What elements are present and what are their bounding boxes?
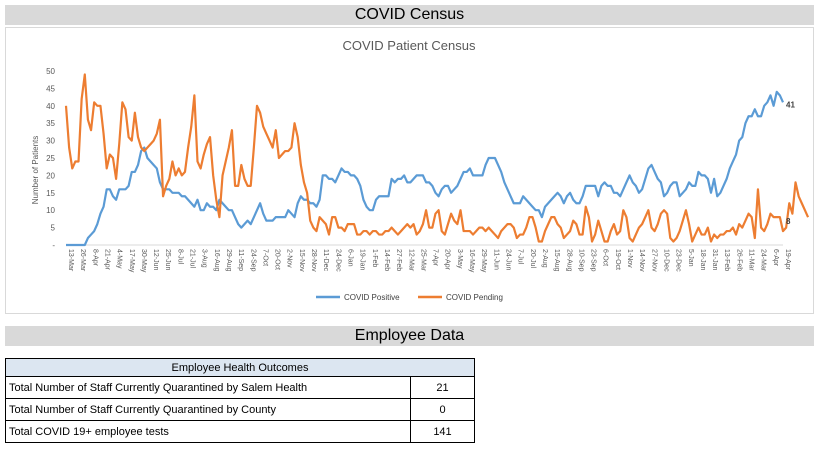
legend-label: COVID Positive xyxy=(344,293,400,302)
x-tick-label: 7-Apr xyxy=(432,249,439,267)
legend-label: COVID Pending xyxy=(446,293,503,302)
x-tick-label: 18-Jan xyxy=(699,249,706,271)
row-value: 21 xyxy=(410,376,475,399)
x-tick-label: 14-Nov xyxy=(638,249,645,272)
x-tick-label: 19-Jan xyxy=(359,249,366,271)
x-tick-label: 15-Aug xyxy=(553,249,560,272)
x-tick-label: 12-Mar xyxy=(407,249,414,272)
x-tick-label: 7-Oct xyxy=(261,249,268,266)
x-tick-label: 12-Jun xyxy=(152,249,159,271)
x-tick-label: 19-Apr xyxy=(784,249,791,271)
y-tick-label: 15 xyxy=(46,189,55,198)
x-tick-label: 13-Mar xyxy=(67,249,74,272)
x-tick-label: 20-Jul xyxy=(529,249,536,269)
x-tick-label: 6-Apr xyxy=(772,249,779,267)
census-line-chart: COVID Patient Census Number of Patients … xyxy=(31,38,810,302)
x-tick-label: 19-Oct xyxy=(614,249,621,270)
x-tick-label: 3-May xyxy=(456,249,463,269)
y-tick-label: 5 xyxy=(51,224,56,233)
x-tick-label: 27-Nov xyxy=(650,249,657,272)
x-tick-label: 27-Feb xyxy=(395,249,402,271)
x-tick-label: 8-Apr xyxy=(91,249,98,267)
x-tick-label: 15-Nov xyxy=(298,249,305,272)
x-tick-label: 11-Jun xyxy=(492,249,499,270)
x-tick-label: 16-May xyxy=(468,249,475,273)
x-tick-label: 4-May xyxy=(116,249,123,269)
y-axis-label: Number of Patients xyxy=(31,136,40,204)
x-tick-label: 11-Mar xyxy=(748,249,755,271)
series-end-label: 41 xyxy=(786,100,795,109)
row-value: 0 xyxy=(410,398,475,421)
x-tick-label: 2-Nov xyxy=(286,249,293,268)
x-tick-label: 8-Jul xyxy=(176,249,183,265)
x-tick-label: 10-Sep xyxy=(577,249,584,272)
row-label: Total COVID 19+ employee tests xyxy=(5,420,411,443)
y-tick-label: 40 xyxy=(46,102,55,111)
y-tick-label: 50 xyxy=(46,67,55,76)
y-tick-label: 10 xyxy=(46,206,55,215)
x-tick-label: 30-May xyxy=(140,249,147,273)
y-tick-label: 45 xyxy=(46,84,55,93)
x-tick-label: 29-May xyxy=(480,249,487,273)
x-tick-label: 1-Feb xyxy=(371,249,378,267)
covid-census-header: COVID Census xyxy=(5,5,814,25)
series-line-covid-positive xyxy=(66,90,785,247)
census-chart-area: COVID Patient Census Number of Patients … xyxy=(5,27,814,314)
row-label: Total Number of Staff Currently Quaranti… xyxy=(5,376,411,399)
y-tick-label: 25 xyxy=(46,154,55,163)
end-labels: 41 8 xyxy=(786,100,795,226)
x-tick-label: 13-Feb xyxy=(723,249,730,271)
x-tick-label: 21-Jul xyxy=(189,249,196,269)
x-tick-label: 28-Aug xyxy=(565,249,572,272)
x-tick-label: 2-Aug xyxy=(541,249,548,268)
series-end-label: 8 xyxy=(786,217,791,226)
x-tick-label: 24-Dec xyxy=(334,249,341,272)
x-tick-label: 25-Jun xyxy=(164,249,171,271)
x-tick-label: 29-Aug xyxy=(225,249,232,272)
table-row: Total Number of Staff Currently Quaranti… xyxy=(5,398,475,421)
y-tick-label: 30 xyxy=(46,137,55,146)
x-tick-label: 20-Apr xyxy=(444,249,451,271)
y-tick-label: 35 xyxy=(46,119,55,128)
x-tick-label: 23-Dec xyxy=(675,249,682,272)
x-tick-label: 24-Sep xyxy=(249,249,256,272)
x-tick-label: 14-Feb xyxy=(383,249,390,271)
x-tick-label: 3-Aug xyxy=(201,249,208,268)
table-title: Employee Health Outcomes xyxy=(5,358,475,377)
chart-legend: COVID Positive COVID Pending xyxy=(316,293,503,302)
x-tick-label: 11-Dec xyxy=(322,249,329,272)
x-tick-label: 5-Jan xyxy=(687,249,694,267)
series-lines xyxy=(64,73,810,247)
chart-title: COVID Patient Census xyxy=(343,38,476,53)
y-axis: - 5 10 15 20 25 30 35 40 45 50 xyxy=(46,67,55,250)
x-tick-label: 28-Nov xyxy=(310,249,317,272)
x-tick-label: 24-Mar xyxy=(760,249,767,272)
employee-health-outcomes-table: Employee Health Outcomes Total Number of… xyxy=(5,358,475,443)
x-tick-label: 21-Apr xyxy=(103,249,110,271)
x-tick-label: 11-Sep xyxy=(237,249,244,271)
x-tick-label: 7-Jul xyxy=(517,249,524,265)
table-row: Total COVID 19+ employee tests 141 xyxy=(5,420,475,443)
row-label: Total Number of Staff Currently Quaranti… xyxy=(5,398,411,421)
x-tick-label: 26-Mar xyxy=(79,249,86,272)
x-tick-label: 24-Jun xyxy=(504,249,511,271)
x-tick-label: 6-Jan xyxy=(347,249,354,267)
series-line-covid-pending xyxy=(64,73,810,243)
x-tick-label: 10-Dec xyxy=(662,249,669,272)
x-tick-label: 16-Aug xyxy=(213,249,220,272)
x-tick-label: 26-Feb xyxy=(735,249,742,271)
x-tick-label: 31-Jan xyxy=(711,249,718,271)
y-tick-label: 20 xyxy=(46,171,55,180)
x-tick-label: 25-Mar xyxy=(419,249,426,272)
y-tick-label: - xyxy=(52,241,55,250)
x-tick-label: 23-Sep xyxy=(590,249,597,272)
x-tick-label: 17-May xyxy=(128,249,135,273)
row-value: 141 xyxy=(410,420,475,443)
x-tick-label: 6-Oct xyxy=(602,249,609,266)
x-axis: 13-Mar 26-Mar 8-Apr 21-Apr 4-May 17-May 30-May… xyxy=(67,249,791,273)
x-tick-label: 1-Nov xyxy=(626,249,633,268)
x-tick-label: 20-Oct xyxy=(274,249,281,270)
table-row: Total Number of Staff Currently Quaranti… xyxy=(5,376,475,399)
employee-data-header: Employee Data xyxy=(5,326,814,346)
